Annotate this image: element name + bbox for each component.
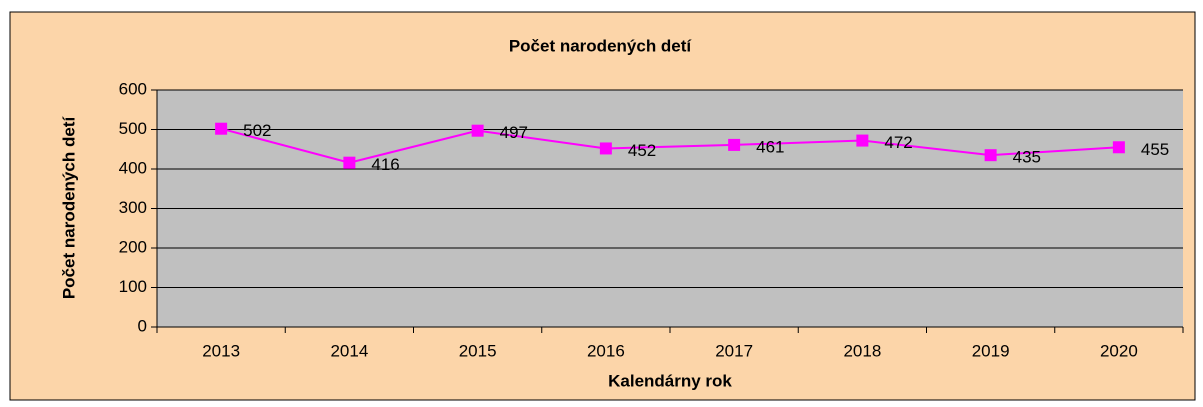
line — [220, 127, 1119, 164]
x-tick-label: 2020 — [1100, 341, 1138, 360]
x-tick-label: 2017 — [715, 341, 753, 360]
data-label: 416 — [371, 155, 399, 174]
marker — [856, 134, 869, 147]
marker — [215, 122, 228, 135]
data-label: 461 — [756, 137, 784, 156]
y-tick-label: 500 — [119, 119, 147, 138]
y-tick-label: 100 — [119, 277, 147, 296]
y-tick-label: 300 — [119, 198, 147, 217]
data-label: 472 — [884, 133, 912, 152]
x-tick-label: 2019 — [972, 341, 1010, 360]
marker — [728, 138, 741, 151]
data-label: 497 — [500, 123, 528, 142]
x-axis-label: Kalendárny rok — [608, 371, 732, 390]
data-label: 455 — [1141, 140, 1169, 159]
y-axis-label: Počet narodených detí — [59, 116, 78, 300]
x-tick-label: 2013 — [202, 341, 240, 360]
marker — [1112, 141, 1125, 154]
x-tick-label: 2015 — [459, 341, 497, 360]
marker — [599, 142, 612, 155]
x-tick-label: 2018 — [843, 341, 881, 360]
marker — [471, 124, 484, 137]
data-label: 452 — [628, 141, 656, 160]
x-tick-label: 2014 — [330, 341, 368, 360]
marker — [984, 149, 997, 162]
y-tick-label: 200 — [119, 237, 147, 256]
chart-title: Počet narodených detí — [509, 36, 693, 55]
marker — [343, 156, 356, 169]
data-label: 502 — [243, 121, 271, 140]
data-label: 435 — [1013, 148, 1041, 167]
x-tick-label: 2016 — [587, 341, 625, 360]
y-tick-label: 0 — [138, 316, 147, 335]
y-tick-label: 400 — [119, 158, 147, 177]
y-tick-label: 600 — [119, 79, 147, 98]
